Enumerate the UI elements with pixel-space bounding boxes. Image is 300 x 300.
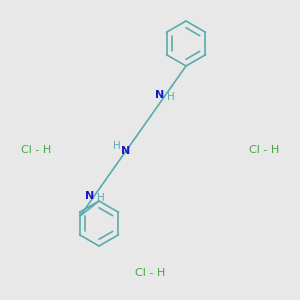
Text: H: H	[167, 92, 175, 102]
Text: H: H	[113, 141, 121, 151]
Text: H: H	[97, 193, 104, 202]
Text: Cl - H: Cl - H	[21, 145, 51, 155]
Text: Cl - H: Cl - H	[249, 145, 279, 155]
Text: N: N	[85, 191, 95, 201]
Text: N: N	[121, 146, 130, 156]
Text: Cl - H: Cl - H	[135, 268, 165, 278]
Text: N: N	[155, 90, 165, 100]
